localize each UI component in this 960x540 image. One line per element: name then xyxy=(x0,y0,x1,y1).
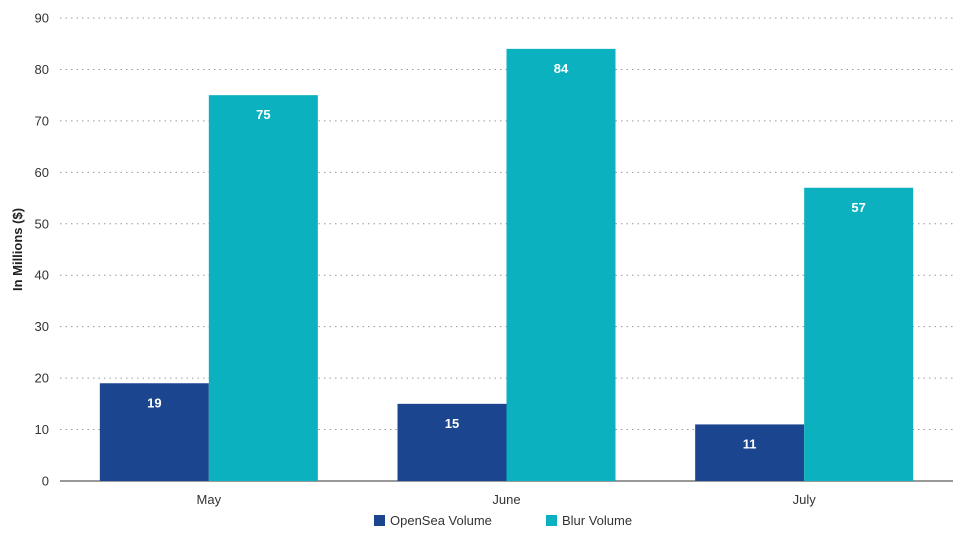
y-tick-label: 40 xyxy=(35,268,49,283)
bar xyxy=(804,187,914,481)
data-labels: 19 75 15 84 11 57 xyxy=(147,61,866,452)
x-tick-label: July xyxy=(793,492,817,507)
bars xyxy=(99,48,914,482)
legend-swatch xyxy=(546,515,557,526)
x-tick-label: June xyxy=(492,492,520,507)
data-label: 11 xyxy=(743,436,757,451)
bar xyxy=(397,403,507,481)
data-label: 75 xyxy=(256,107,270,122)
bar xyxy=(695,424,805,481)
y-tick-label: 80 xyxy=(35,62,49,77)
data-label: 57 xyxy=(851,200,865,215)
y-tick-label: 90 xyxy=(35,11,49,26)
data-label: 84 xyxy=(554,61,569,76)
data-label: 19 xyxy=(147,395,161,410)
y-tick-label: 70 xyxy=(35,113,49,128)
y-axis: 0 10 20 30 40 50 60 70 80 90 xyxy=(35,11,49,489)
y-tick-label: 50 xyxy=(35,216,49,231)
y-axis-title: In Millions ($) xyxy=(10,208,25,291)
legend-label: Blur Volume xyxy=(562,513,632,528)
y-tick-label: 0 xyxy=(42,474,49,489)
bar xyxy=(208,95,318,482)
x-tick-label: May xyxy=(197,492,222,507)
bar xyxy=(99,383,209,481)
data-label: 15 xyxy=(445,416,459,431)
y-tick-label: 30 xyxy=(35,319,49,334)
legend: OpenSea Volume Blur Volume xyxy=(374,513,632,528)
x-axis: May June July xyxy=(60,480,953,507)
bar xyxy=(506,48,616,481)
y-tick-label: 10 xyxy=(35,422,49,437)
legend-label: OpenSea Volume xyxy=(390,513,492,528)
y-tick-label: 20 xyxy=(35,371,49,386)
legend-swatch xyxy=(374,515,385,526)
y-tick-label: 60 xyxy=(35,165,49,180)
